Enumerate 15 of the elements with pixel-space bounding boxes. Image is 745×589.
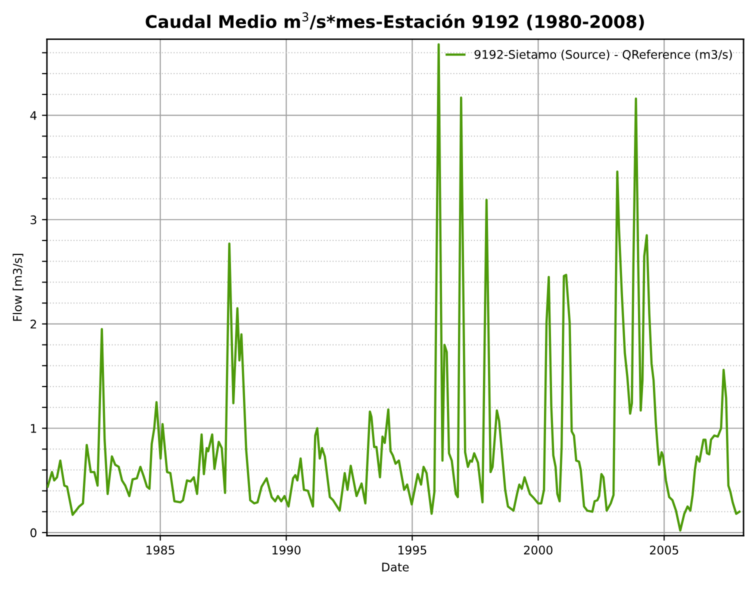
y-axis-title: Flow [m3/s] bbox=[12, 254, 24, 321]
x-tick-label: 2005 bbox=[650, 546, 678, 555]
line-series bbox=[46, 43, 741, 532]
x-tick-label: 2000 bbox=[524, 546, 552, 555]
x-tick-label: 1985 bbox=[146, 546, 174, 555]
y-tick-label: 2 bbox=[30, 320, 36, 328]
y-tick-label: 4 bbox=[30, 111, 37, 120]
x-tick-label: 1990 bbox=[272, 546, 300, 555]
y-tick-label: 1 bbox=[31, 424, 36, 433]
chart-title: Caudal Medio m$^{3}$/s*mes-Estación 9192 (1980-2008) bbox=[146, 12, 644, 30]
y-tick-label: 3 bbox=[30, 215, 36, 224]
x-tick-label: 1995 bbox=[398, 546, 426, 555]
legend-label: 9192-Sietamo (Source) - QReference (m3/s) bbox=[474, 50, 732, 60]
y-tick-label: 0 bbox=[30, 528, 36, 538]
x-axis-title: Date bbox=[382, 562, 409, 572]
